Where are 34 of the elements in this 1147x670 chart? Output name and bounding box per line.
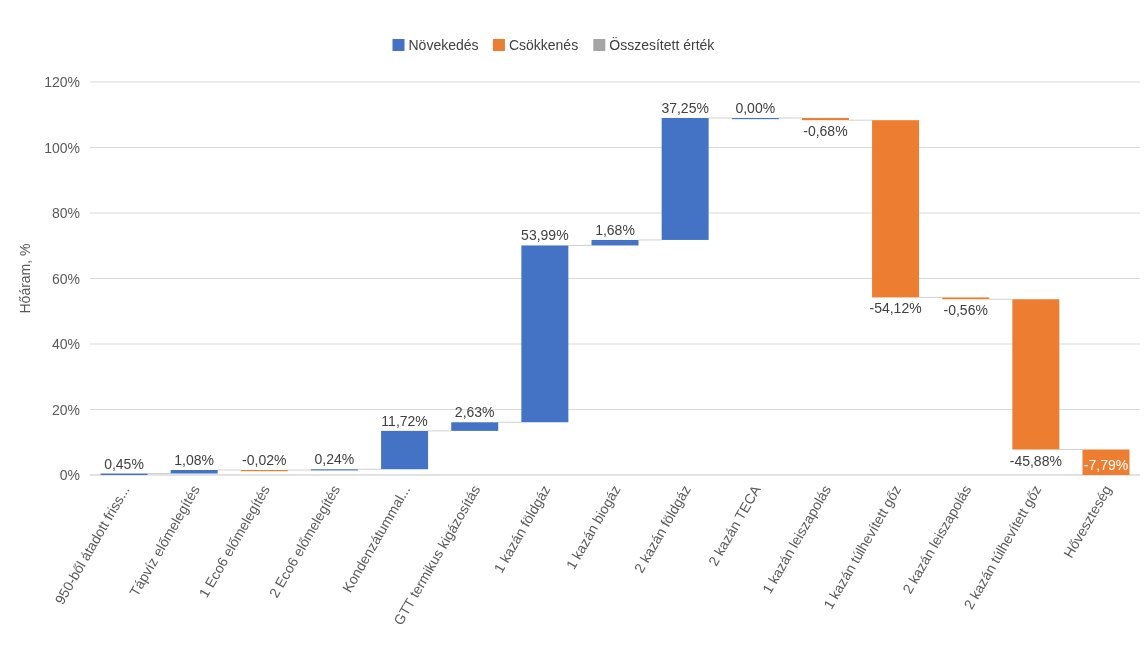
y-tick-label: 120% [44, 74, 80, 90]
data-label: 11,72% [381, 412, 428, 429]
legend-label: Csökkenés [508, 37, 579, 53]
y-tick-label: 20% [51, 401, 80, 418]
y-tick-label: 100% [44, 139, 80, 156]
data-label: -7,79% [1083, 457, 1129, 473]
data-label: 1,08% [174, 451, 215, 468]
data-label: 53,99% [521, 227, 569, 244]
y-tick-label: 0% [59, 467, 80, 483]
bar [872, 120, 920, 298]
data-label: 37,25% [661, 99, 709, 116]
data-label: 0,24% [314, 451, 355, 468]
data-label: -54,12% [869, 300, 922, 317]
bar [521, 245, 569, 423]
bar [801, 117, 849, 121]
data-label: 0,45% [104, 455, 144, 472]
legend-label: Növekedés [408, 37, 479, 53]
bar [661, 117, 709, 240]
data-label: -0,68% [803, 123, 848, 140]
bar [381, 430, 429, 470]
y-axis-title: Hőáram, % [17, 243, 33, 314]
y-tick-label: 40% [51, 336, 80, 352]
data-label: 0,00% [735, 99, 776, 116]
bar [170, 469, 218, 474]
data-label: -0,56% [943, 302, 988, 319]
bar [451, 422, 499, 431]
y-tick-label: 60% [51, 270, 80, 287]
data-label: -45,88% [1009, 452, 1062, 469]
data-label: 2,63% [454, 404, 495, 421]
data-label: 1,68% [595, 221, 635, 238]
y-tick-label: 80% [51, 205, 80, 221]
data-label: -0,02% [242, 451, 287, 468]
bar [1012, 299, 1060, 450]
legend-label: Összesített érték [609, 36, 716, 53]
